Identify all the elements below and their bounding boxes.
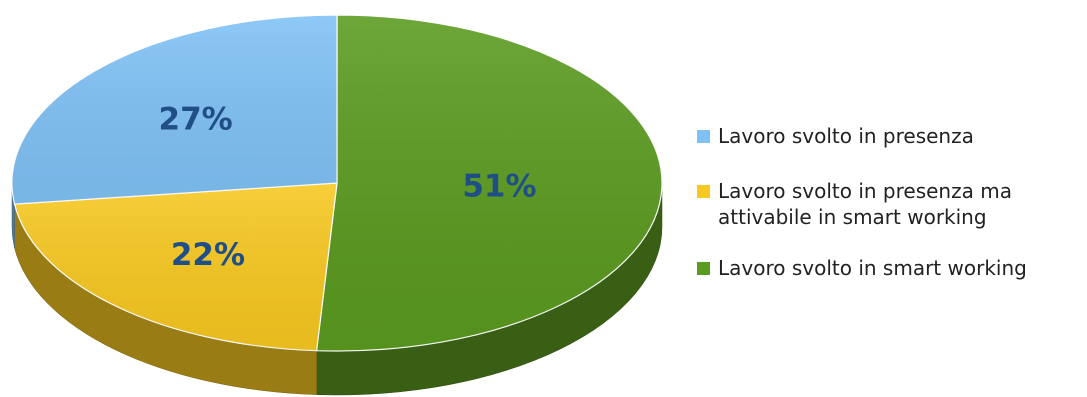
pie-value-label-2: 27% bbox=[159, 102, 233, 138]
legend-label-1-0: Lavoro svolto in presenza ma bbox=[718, 179, 1012, 203]
pie-top-slices bbox=[11, 14, 663, 352]
legend-label-1-1: attivabile in smart working bbox=[718, 205, 987, 229]
pie-slice-shading-0 bbox=[316, 15, 663, 351]
pie-slice-shading-2 bbox=[11, 15, 337, 205]
pie-value-label-1: 22% bbox=[171, 237, 245, 273]
legend-swatch-1 bbox=[697, 185, 710, 198]
pie-value-label-0: 51% bbox=[462, 169, 536, 205]
legend-swatch-0 bbox=[697, 130, 710, 143]
legend-label-0-0: Lavoro svolto in presenza bbox=[718, 124, 974, 148]
pie-slice-shading-1 bbox=[14, 183, 338, 351]
legend-swatch-2 bbox=[697, 262, 710, 275]
legend-label-2-0: Lavoro svolto in smart working bbox=[718, 256, 1027, 280]
legend: Lavoro svolto in presenza Lavoro svolto i… bbox=[697, 124, 1027, 280]
pie-value-labels: 51% 22% 27% bbox=[159, 102, 537, 273]
